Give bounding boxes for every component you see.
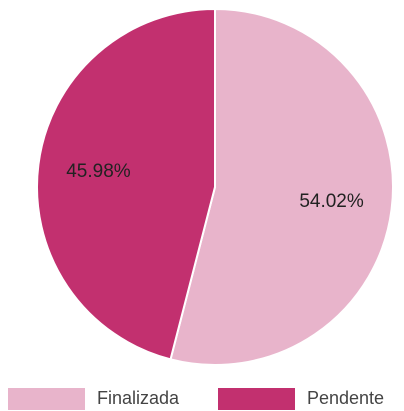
legend-text: Pendente — [307, 388, 384, 408]
legend-text: Finalizada — [97, 388, 180, 408]
legend-swatch — [218, 388, 295, 410]
value-label: 45.98% — [66, 161, 131, 182]
pie-slice — [36, 7, 216, 361]
legend-swatch — [8, 388, 85, 410]
value-label: 54.02% — [299, 191, 364, 212]
pie-slice — [169, 7, 394, 366]
